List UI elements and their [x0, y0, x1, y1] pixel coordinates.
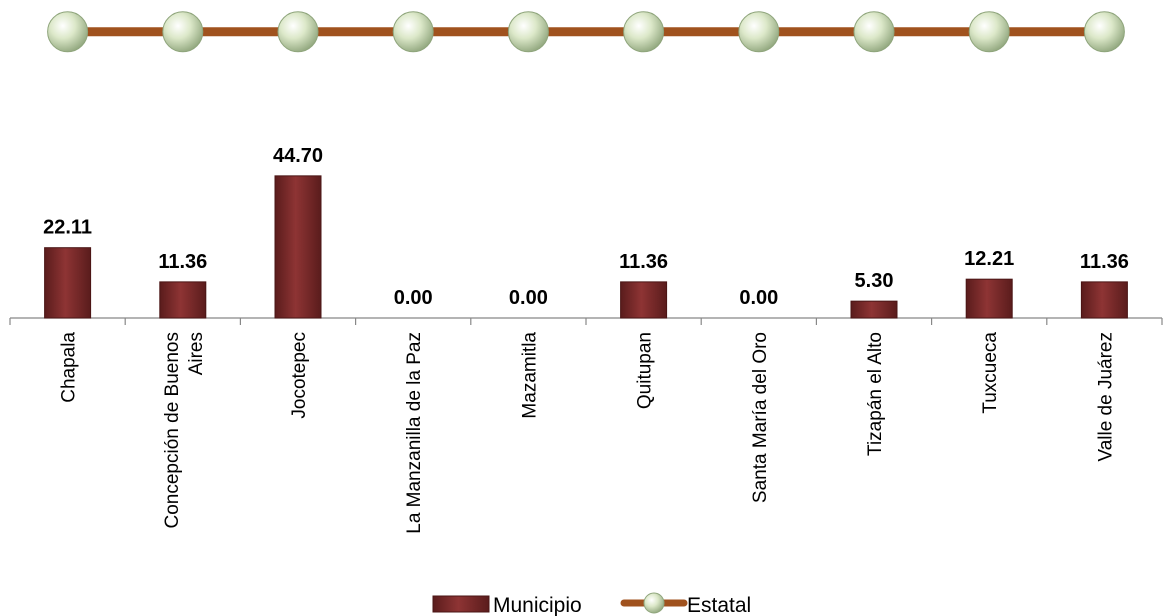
estatal-point [968, 11, 1010, 53]
category-tick-label: Mazamitla [519, 332, 540, 419]
category-tick-label: Concepción de Buenos Aires [162, 332, 207, 528]
bar-value-label: 11.36 [158, 251, 207, 273]
legend-estatal-marker [643, 592, 665, 614]
category-tick-label: La Manzanilla de la Paz [404, 332, 425, 534]
bar-value-label: 44.70 [273, 145, 323, 167]
legend-municipio-label: Municipio [493, 594, 582, 616]
category-tick-label: Quitupan [635, 332, 656, 409]
bars-layer [44, 175, 1128, 319]
bar-value-label: 0.00 [509, 287, 548, 309]
bar-municipio [274, 175, 322, 319]
bar-value-label: 11.36 [1080, 251, 1129, 273]
estatal-point [162, 11, 204, 53]
axis-layer [9, 317, 1163, 325]
bar-value-label: 22.11 [43, 217, 92, 239]
category-tick-label: Santa María del Oro [750, 332, 771, 503]
estatal-point [392, 11, 434, 53]
category-tick-label: Tuxcueca [980, 332, 1001, 414]
bar-municipio [1080, 281, 1128, 319]
category-tick-label: Tizapán el Alto [865, 332, 886, 456]
bar-value-label: 0.00 [394, 287, 433, 309]
legend-municipio-swatch [432, 595, 490, 613]
estatal-point [507, 11, 549, 53]
category-tick-label: Chapala [59, 332, 80, 403]
estatal-point [623, 11, 665, 53]
estatal-point [738, 11, 780, 53]
bar-municipio [620, 281, 668, 319]
bar-municipio [44, 247, 92, 319]
estatal-point [853, 11, 895, 53]
legend: Municipio Estatal [432, 592, 751, 616]
bar-municipio [159, 281, 207, 319]
estatal-point [1083, 11, 1125, 53]
bar-municipio [850, 300, 898, 319]
legend-estatal-label: Estatal [687, 594, 751, 616]
bar-value-label: 5.30 [855, 270, 894, 292]
bar-value-label: 0.00 [739, 287, 778, 309]
bar-value-label: 12.21 [964, 248, 1014, 270]
labels-layer: 22.11 11.36 44.70 0.00 0.00 11.36 0.00 5.30 12.2… [43, 145, 1129, 534]
estatal-point [47, 11, 89, 53]
bar-municipio [965, 278, 1013, 319]
estatal-point [277, 11, 319, 53]
estatal-line-layer [47, 11, 1125, 53]
category-tick-label: Valle de Juárez [1095, 332, 1116, 462]
bar-value-label: 11.36 [619, 251, 668, 273]
category-tick-label: Jocotepec [289, 332, 310, 419]
